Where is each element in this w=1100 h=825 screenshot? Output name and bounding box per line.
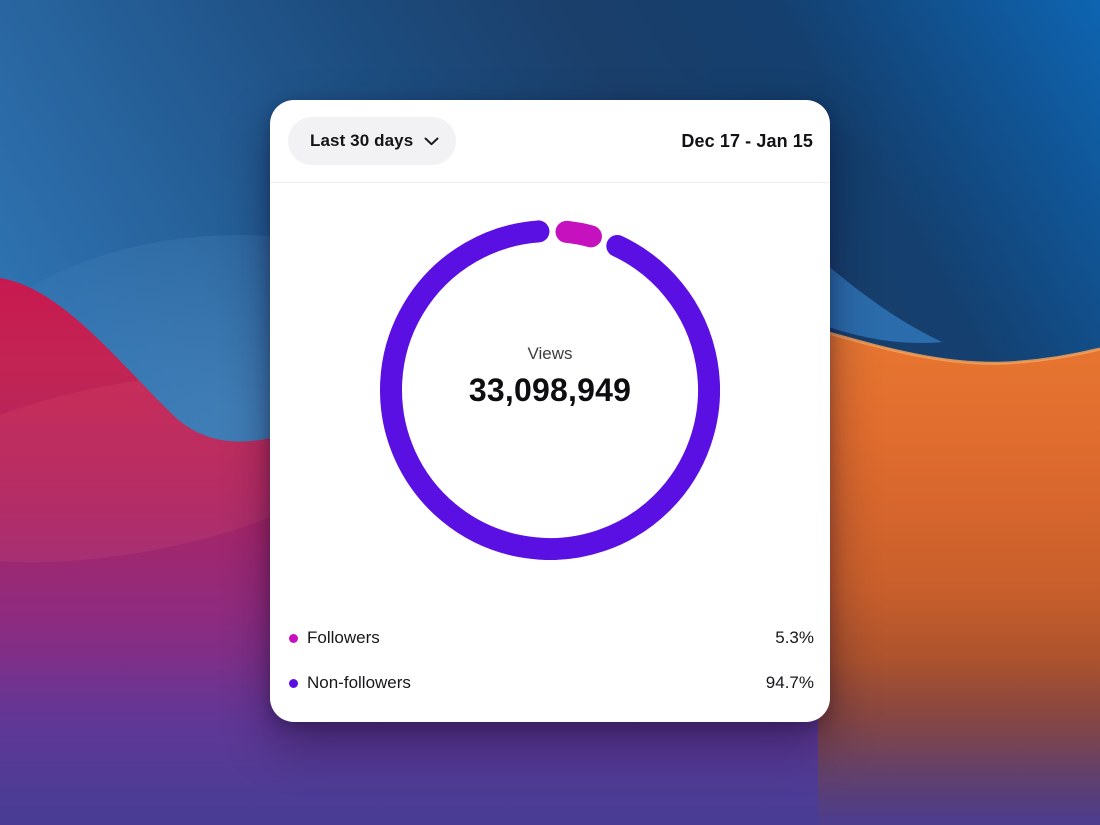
date-range-selector-button[interactable]: Last 30 days — [288, 117, 457, 165]
card-header: Last 30 days Dec 17 - Jan 15 — [270, 100, 830, 182]
views-donut-chart — [380, 220, 720, 560]
legend-item: Followers 5.3% — [288, 624, 814, 652]
date-range-label: Dec 17 - Jan 15 — [681, 130, 813, 151]
donut-segment-non-followers — [380, 220, 720, 560]
donut-chart-container: Views 33,098,949 — [380, 220, 720, 560]
legend-value: 5.3% — [775, 628, 814, 647]
date-range-selector-label: Last 30 days — [310, 131, 414, 150]
header-divider — [270, 182, 830, 183]
legend-value: 94.7% — [765, 673, 814, 692]
legend-item: Non-followers 94.7% — [288, 669, 814, 697]
legend-dot-icon — [289, 678, 298, 688]
chevron-down-icon — [424, 137, 439, 146]
legend-label: Followers — [307, 628, 380, 647]
legend-dot-icon — [289, 633, 298, 643]
legend-label: Non-followers — [307, 673, 411, 692]
legend: Followers 5.3% Non-followers 94.7% — [288, 624, 814, 697]
insights-card: Last 30 days Dec 17 - Jan 15 Views 33,09… — [270, 100, 830, 722]
donut-segment-followers — [555, 220, 602, 248]
